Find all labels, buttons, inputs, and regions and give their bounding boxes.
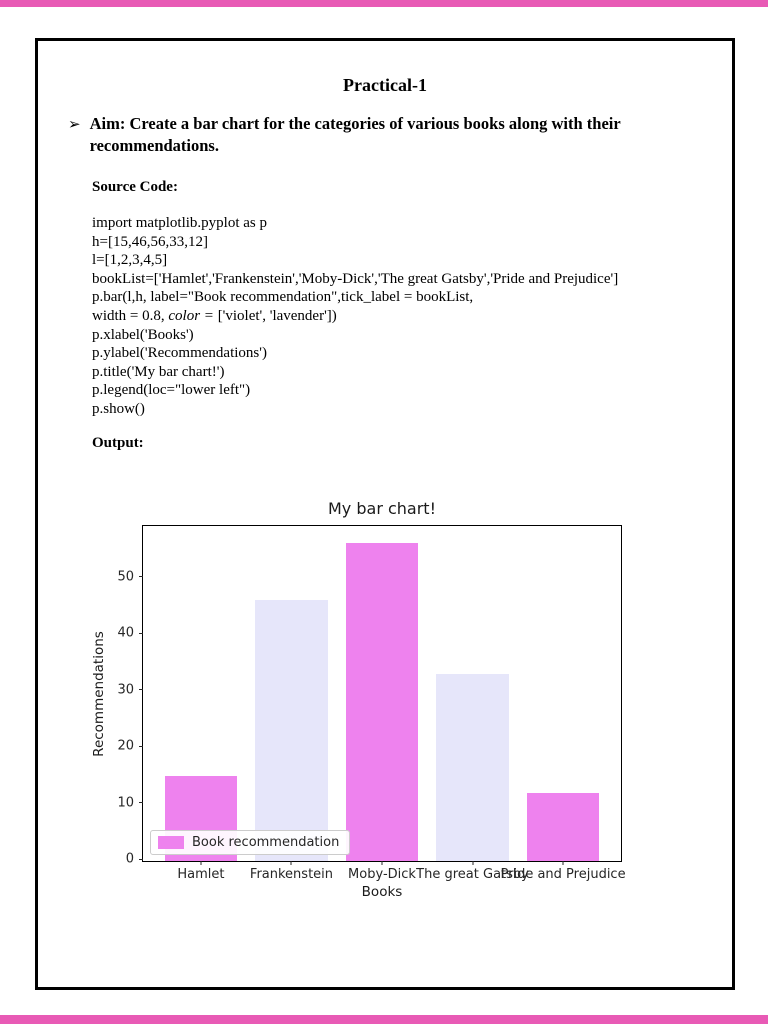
x-tick-label: Moby-Dick xyxy=(348,867,416,882)
code-line: p.ylabel('Recommendations') xyxy=(92,345,267,362)
code-line: width = 0.8, color = ['violet', 'lavende… xyxy=(92,307,337,324)
code-line: p.title('My bar chart!') xyxy=(92,363,225,380)
chart-xlabel: Books xyxy=(361,884,403,900)
x-tick-label: Frankenstein xyxy=(249,867,334,882)
x-tick-mark xyxy=(290,861,292,865)
code-line: p.xlabel('Books') xyxy=(92,326,194,343)
y-tick-label: 20 xyxy=(117,738,134,754)
chart-ylabel: Recommendations xyxy=(91,630,107,757)
code-line: bookList=['Hamlet','Frankenstein','Moby-… xyxy=(92,270,619,287)
y-tick-mark xyxy=(139,802,143,804)
y-tick-mark xyxy=(139,576,143,578)
x-tick-mark xyxy=(562,861,564,865)
code-line: import matplotlib.pyplot as p xyxy=(92,215,267,231)
page-frame: Practical-1 ➢ Aim: Create a bar chart fo… xyxy=(35,38,735,990)
code-line: l=[1,2,3,4,5] xyxy=(92,252,168,269)
y-tick-mark xyxy=(139,745,143,747)
x-tick-mark xyxy=(381,861,383,865)
code-line: p.bar(l,h, label="Book recommendation",t… xyxy=(92,289,474,306)
bar-frankenstein xyxy=(255,599,328,861)
bar-the-great-gatsby xyxy=(436,673,509,861)
aim-section: ➢ Aim: Create a bar chart for the catego… xyxy=(68,113,678,157)
y-tick-label: 50 xyxy=(117,569,134,585)
legend-label: Book recommendation xyxy=(192,835,340,850)
output-label: Output: xyxy=(92,435,144,451)
y-tick-label: 40 xyxy=(117,625,134,641)
y-tick-mark xyxy=(139,858,143,860)
page-border-top xyxy=(0,0,768,7)
chart-axes: My bar chart! Recommendations Books Book… xyxy=(91,499,626,900)
x-tick-label: Hamlet xyxy=(177,867,225,882)
chart-title: My bar chart! xyxy=(328,499,436,518)
code-line: p.show() xyxy=(92,400,145,417)
x-tick-mark xyxy=(472,861,474,865)
chart-legend: Book recommendation xyxy=(150,830,351,855)
legend-swatch xyxy=(158,836,184,849)
bar-moby-dick xyxy=(345,543,419,861)
code-line: h=[15,46,56,33,12] xyxy=(92,233,208,250)
x-tick-label: The great Gatsby xyxy=(416,867,529,882)
y-tick-label: 10 xyxy=(117,795,134,811)
y-tick-mark xyxy=(139,689,143,691)
x-tick-mark xyxy=(200,861,202,865)
source-code-label: Source Code: xyxy=(92,179,178,195)
source-code-block: import matplotlib.pyplot as p h=[15,46,56… xyxy=(92,214,618,419)
page-title: Practical-1 xyxy=(343,75,427,95)
y-tick-label: 0 xyxy=(125,851,134,867)
aim-text: Aim: Create a bar chart for the categori… xyxy=(89,114,621,155)
arrow-bullet-icon: ➢ xyxy=(68,115,81,133)
x-tick-label: Pride and Prejudice xyxy=(500,867,626,882)
y-tick-label: 30 xyxy=(117,682,134,698)
page-border-bottom xyxy=(0,1015,768,1024)
code-line: p.legend(loc="lower left") xyxy=(92,382,251,399)
y-tick-mark xyxy=(139,632,143,634)
bar-pride-and-prejudice xyxy=(526,792,600,861)
